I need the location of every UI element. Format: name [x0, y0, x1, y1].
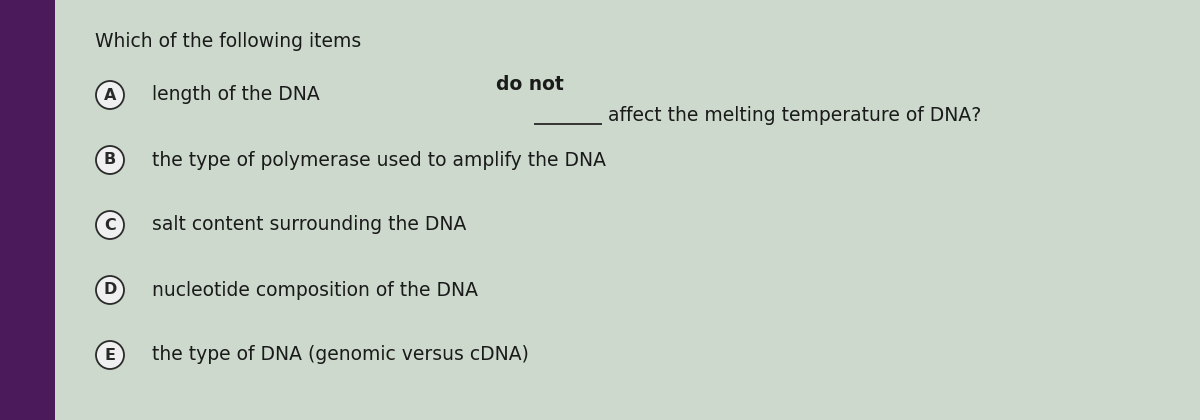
Text: nucleotide composition of the DNA: nucleotide composition of the DNA — [152, 281, 478, 299]
Text: C: C — [104, 218, 116, 233]
Text: the type of polymerase used to amplify the DNA: the type of polymerase used to amplify t… — [152, 150, 606, 170]
Text: length of the DNA: length of the DNA — [152, 86, 319, 105]
Text: B: B — [104, 152, 116, 168]
Circle shape — [96, 341, 124, 369]
Text: E: E — [104, 347, 115, 362]
Text: A: A — [104, 87, 116, 102]
Bar — [0, 0, 55, 420]
Circle shape — [96, 146, 124, 174]
Circle shape — [96, 211, 124, 239]
Circle shape — [96, 81, 124, 109]
Text: do not: do not — [496, 75, 564, 94]
Text: D: D — [103, 283, 116, 297]
Text: the type of DNA (genomic versus cDNA): the type of DNA (genomic versus cDNA) — [152, 346, 529, 365]
Text: Which of the following items: Which of the following items — [95, 32, 367, 51]
Text: salt content surrounding the DNA: salt content surrounding the DNA — [152, 215, 467, 234]
Circle shape — [96, 276, 124, 304]
Text: affect the melting temperature of DNA?: affect the melting temperature of DNA? — [602, 106, 982, 125]
